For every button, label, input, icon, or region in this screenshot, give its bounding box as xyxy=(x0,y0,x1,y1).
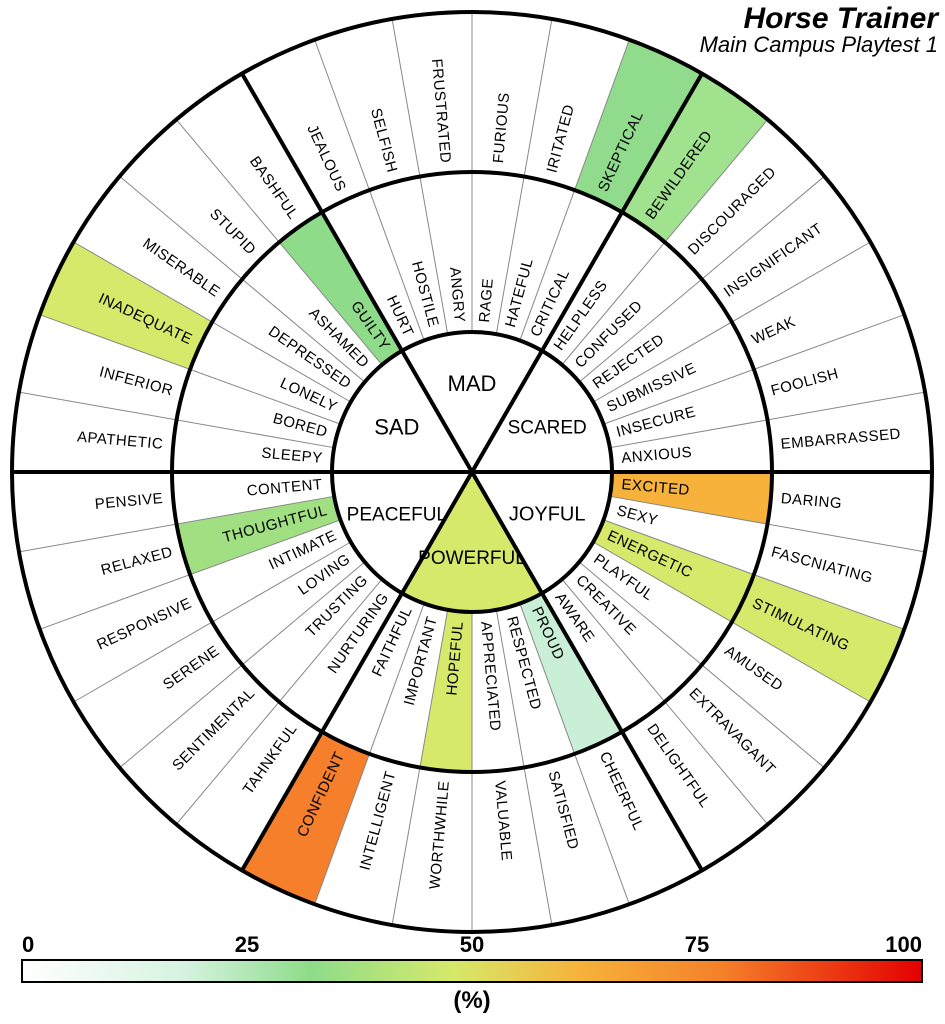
core-scared: SCARED xyxy=(508,418,587,439)
legend-tick-75: 75 xyxy=(685,932,709,957)
core-sad: SAD xyxy=(374,414,419,439)
legend-unit: (%) xyxy=(453,987,490,1014)
chart-subtitle: Main Campus Playtest 1 xyxy=(700,32,938,57)
legend-tick-0: 0 xyxy=(22,932,34,957)
legend-bar xyxy=(22,960,922,982)
core-joyful: JOYFUL xyxy=(509,504,586,526)
chart-title: Horse Trainer xyxy=(743,2,940,35)
core-mad: MAD xyxy=(448,371,497,396)
legend-tick-25: 25 xyxy=(235,932,259,957)
core-peaceful: PEACEFUL xyxy=(347,504,447,525)
emotion-wheel-chart: Horse TrainerMain Campus Playtest 1 JOYFU… xyxy=(0,0,945,1024)
core-powerful: POWERFUL xyxy=(418,548,526,569)
legend-tick-50: 50 xyxy=(460,932,484,957)
legend-tick-100: 100 xyxy=(885,932,922,957)
wheel: JOYFULPOWERFULPEACEFULSADMADSCAREDEXCITE… xyxy=(12,12,932,932)
